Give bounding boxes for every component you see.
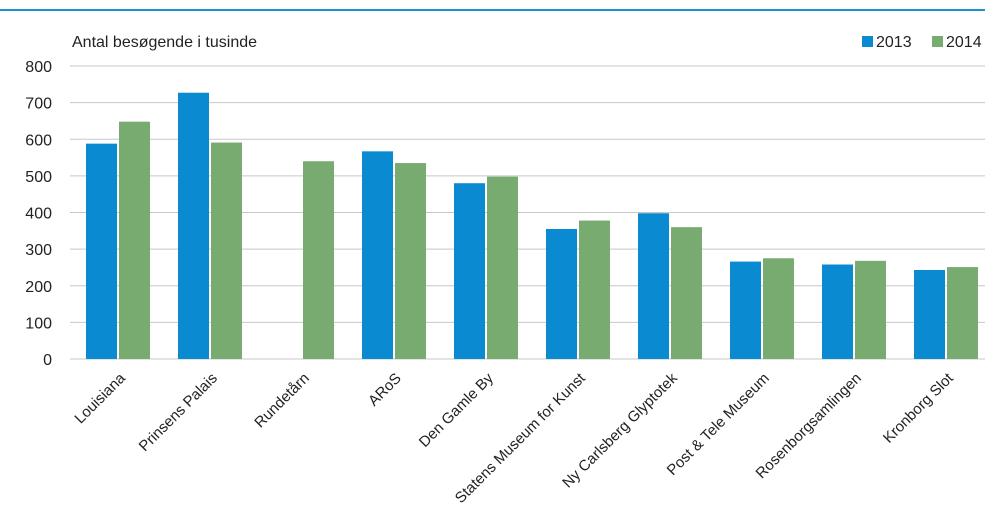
top-accent-rule bbox=[0, 9, 985, 11]
y-tick-label: 0 bbox=[43, 352, 52, 369]
bar-2013 bbox=[822, 264, 853, 359]
x-tick-label: Post & Tele Museum bbox=[664, 370, 773, 479]
y-tick-label: 700 bbox=[25, 96, 52, 113]
bar-2014 bbox=[211, 142, 242, 359]
y-tick-label: 100 bbox=[25, 315, 52, 332]
x-tick-label: Louisiana bbox=[71, 369, 129, 427]
x-tick-label: Den Gamle By bbox=[416, 369, 497, 450]
bar-2013 bbox=[178, 92, 209, 359]
y-tick-label: 500 bbox=[25, 169, 52, 186]
bar-2014 bbox=[579, 220, 610, 359]
legend-swatch-2013 bbox=[862, 36, 873, 47]
bar-2014 bbox=[487, 176, 518, 359]
y-tick-label: 600 bbox=[25, 132, 52, 149]
bar-2013 bbox=[546, 228, 577, 359]
legend-swatch-2014 bbox=[932, 36, 943, 47]
bar-2014 bbox=[119, 121, 150, 359]
bar-2014 bbox=[855, 260, 886, 359]
x-tick-label: Kronborg Slot bbox=[880, 369, 957, 446]
bar-2014 bbox=[303, 161, 334, 359]
bar-2014 bbox=[395, 163, 426, 359]
bar-2014 bbox=[671, 227, 702, 359]
bar-2014 bbox=[947, 267, 978, 359]
y-tick-label: 800 bbox=[25, 59, 52, 76]
bar-2013 bbox=[730, 261, 761, 359]
bar-2013 bbox=[638, 213, 669, 359]
y-axis-label: Antal besøgende i tusinde bbox=[72, 34, 257, 51]
x-tick-label: Rosenborgsamlingen bbox=[753, 370, 865, 482]
x-tick-label: Prinsens Palais bbox=[136, 370, 221, 455]
legend-label-2013: 2013 bbox=[876, 34, 912, 51]
bar-2014 bbox=[763, 258, 794, 359]
y-tick-label: 400 bbox=[25, 206, 52, 223]
y-tick-label: 300 bbox=[25, 242, 52, 259]
bar-2013 bbox=[914, 270, 945, 359]
x-tick-label: ARoS bbox=[365, 370, 405, 410]
bar-2013 bbox=[86, 143, 117, 359]
bar-2013 bbox=[362, 151, 393, 359]
y-tick-label: 200 bbox=[25, 279, 52, 296]
bar-2013 bbox=[454, 183, 485, 359]
legend-label-2014: 2014 bbox=[946, 34, 982, 51]
x-tick-label: Rundetårn bbox=[251, 370, 313, 432]
